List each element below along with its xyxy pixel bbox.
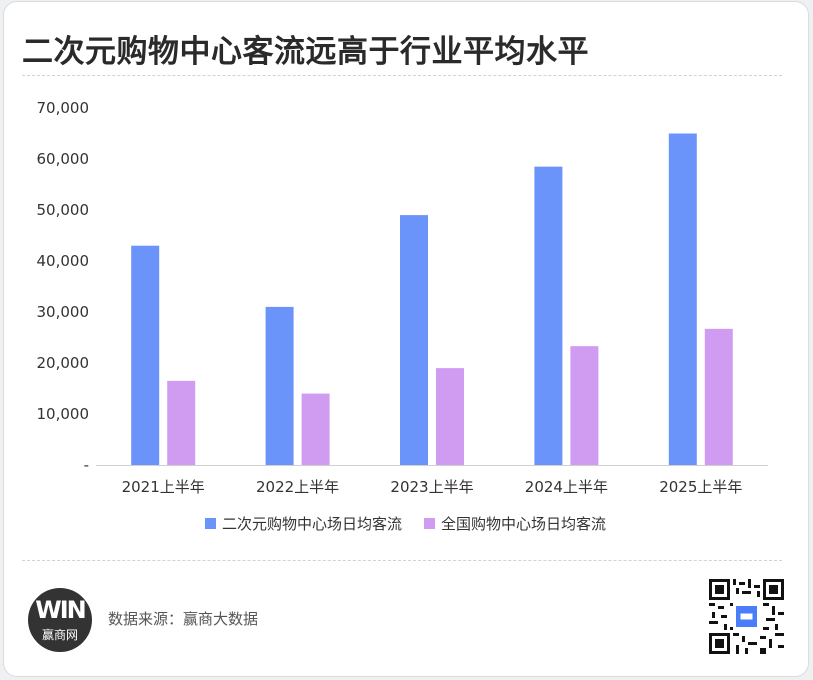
y-tick-label: 40,000	[37, 252, 90, 270]
bar-series-2	[301, 393, 330, 465]
y-tick-label: 30,000	[37, 303, 90, 321]
logo-mark: WIN	[35, 596, 87, 624]
y-tick-label: -	[84, 456, 89, 474]
legend-swatch-series-1	[205, 518, 216, 529]
bar-series-1	[131, 245, 160, 465]
bar-chart: - 10,000 20,000 30,000 40,000 50,000 60,000 70,…	[37, 99, 768, 496]
data-source: 数据来源：赢商大数据	[108, 610, 259, 628]
legend-label-series-1: 二次元购物中心场日均客流	[222, 515, 403, 533]
chart-title: 二次元购物中心客流远高于行业平均水平	[22, 34, 589, 70]
bar-series-2	[436, 368, 464, 465]
footer-divider	[22, 560, 782, 561]
legend-item-series-1: 二次元购物中心场日均客流	[205, 513, 402, 534]
bar-series-2	[570, 346, 599, 465]
bar-series-1	[534, 166, 563, 465]
y-tick-label: 60,000	[37, 150, 90, 168]
legend-item-series-2: 全国购物中心场日均客流	[424, 513, 606, 534]
qr-code-icon	[709, 579, 784, 654]
x-tick-label: 2021上半年	[122, 478, 205, 496]
chart-legend: 二次元购物中心场日均客流 全国购物中心场日均客流	[205, 513, 606, 534]
y-tick-label: 10,000	[37, 405, 90, 423]
x-tick-label: 2022上半年	[256, 478, 339, 496]
x-tick-label: 2024上半年	[525, 478, 608, 496]
bar-series-2	[167, 380, 196, 465]
brand-logo: WIN 赢商网	[28, 588, 92, 652]
x-tick-label: 2025上半年	[659, 478, 742, 496]
x-tick-label: 2023上半年	[390, 478, 473, 496]
y-tick-label: 50,000	[37, 201, 90, 219]
y-tick-label: 20,000	[37, 354, 90, 372]
legend-swatch-series-2	[424, 518, 436, 529]
logo-name: 赢商网	[41, 628, 78, 642]
bar-series-1	[400, 215, 428, 465]
bar-series-2	[704, 328, 733, 465]
y-tick-label: 70,000	[37, 99, 90, 117]
title-divider	[22, 75, 782, 76]
bar-series-1	[265, 306, 294, 465]
legend-label-series-2: 全国购物中心场日均客流	[441, 515, 607, 533]
bar-series-1	[668, 133, 697, 465]
